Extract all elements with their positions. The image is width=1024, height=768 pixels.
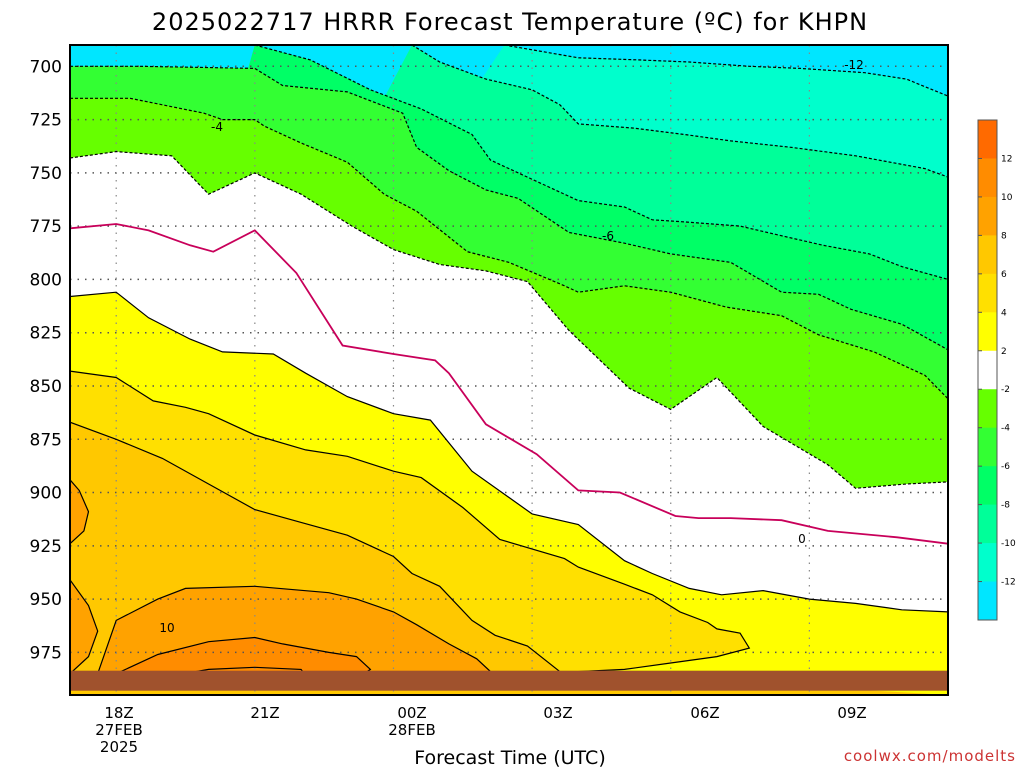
isotherm-below-zero (70, 65, 948, 351)
colorbar-box (978, 196, 997, 236)
colorbar-box (978, 543, 997, 583)
y-tick-850: 850 (30, 377, 62, 397)
colorbar-tick: 4 (1001, 308, 1007, 318)
y-tick-875: 875 (30, 430, 62, 450)
temperature-band (116, 637, 371, 676)
contour-label-minus6: -6 (602, 229, 614, 243)
x-tick-09z: 09Z (837, 704, 866, 722)
colorbar-frame (977, 119, 998, 621)
chart-title: 2025022717 HRRR Forecast Temperature (ºC… (152, 8, 868, 36)
colorbar-box (978, 350, 997, 390)
isotherm-below-zero (504, 45, 948, 97)
x-tick-year: 2025 (100, 738, 138, 756)
isotherm-below-zero (411, 45, 948, 178)
temperature-band (70, 479, 89, 544)
colorbar-box (978, 312, 997, 352)
credit-text: coolwx.com/modelts (844, 747, 1016, 765)
colorbar-tick: 6 (1001, 270, 1007, 280)
plot-area (70, 45, 948, 695)
colorbar-box (978, 389, 997, 429)
y-tick-800: 800 (30, 270, 62, 290)
x-axis-label: Forecast Time (UTC) (414, 747, 605, 768)
colorbar-tick: 10 (1001, 193, 1013, 203)
colorbar-tick: -10 (1001, 539, 1016, 549)
y-tick-700: 700 (30, 57, 62, 77)
isotherm-above-zero (97, 585, 501, 677)
isotherm-lines (70, 45, 948, 677)
colorbar-box (978, 120, 997, 159)
colorbar-box (978, 466, 997, 506)
temperature-fills (70, 45, 948, 695)
contour-labels: -12 -4 -6 0 10 (159, 58, 863, 635)
colorbar-legend: -12 -10 -8 -6 -4 -2 2 4 6 8 10 12 (977, 119, 1016, 621)
y-axis: 700 725 750 775 800 825 850 875 900 925 … (30, 57, 62, 663)
isotherm-above-zero (70, 479, 90, 545)
colorbar-boxes (978, 120, 997, 621)
y-tick-775: 775 (30, 217, 62, 237)
isotherm-above-zero (70, 421, 583, 675)
y-tick-925: 925 (30, 537, 62, 557)
y-tick-900: 900 (30, 484, 62, 504)
colorbar-box (978, 158, 997, 198)
colorbar-box (978, 235, 997, 275)
isotherm-below-zero (70, 150, 948, 489)
colorbar-tick: -8 (1001, 501, 1010, 511)
isotherm-below-zero (70, 97, 948, 400)
colorbar-box (978, 504, 997, 544)
x-tick-21z: 21Z (250, 704, 279, 722)
isotherm-above-zero (70, 370, 751, 675)
x-axis: 18Z 27FEB 2025 21Z 00Z 28FEB 03Z 06Z 09Z (95, 704, 866, 756)
colorbar-tick: 2 (1001, 347, 1007, 357)
y-tick-975: 975 (30, 643, 62, 663)
isotherm-above-zero (115, 636, 372, 677)
colorbar-box (978, 427, 997, 467)
x-tick-03z: 03Z (543, 704, 572, 722)
colorbar-box (978, 273, 997, 313)
y-tick-825: 825 (30, 324, 62, 344)
x-tick-date-28feb: 28FEB (388, 721, 435, 739)
x-tick-date-27feb: 27FEB (95, 721, 142, 739)
colorbar-ticks: -12 -10 -8 -6 -4 -2 2 4 6 8 10 12 (1001, 154, 1016, 587)
isotherm-zero (70, 223, 948, 545)
x-tick-00z: 00Z (397, 704, 426, 722)
colorbar-tick: -4 (1001, 424, 1010, 434)
isotherm-above-zero (70, 291, 948, 613)
x-tick-06z: 06Z (690, 704, 719, 722)
x-tick-18z: 18Z (104, 704, 133, 722)
surface-ground (70, 670, 948, 691)
contour-label-zero: 0 (798, 532, 806, 546)
colorbar-tick: 12 (1001, 154, 1012, 164)
colorbar-tick: -2 (1001, 385, 1010, 395)
colorbar-tick: 8 (1001, 231, 1007, 241)
isotherm-above-zero (70, 579, 99, 675)
y-tick-725: 725 (30, 111, 62, 131)
contour-label-minus12: -12 (844, 58, 864, 72)
contour-label-ten: 10 (159, 621, 174, 635)
y-tick-750: 750 (30, 164, 62, 184)
isotherm-below-zero (254, 45, 948, 280)
colorbar-box (978, 581, 997, 621)
y-tick-950: 950 (30, 590, 62, 610)
colorbar-tick: -12 (1001, 578, 1016, 588)
colorbar-tick: -6 (1001, 462, 1010, 472)
plot-frame (69, 44, 949, 696)
contour-label-minus4: -4 (211, 120, 223, 134)
